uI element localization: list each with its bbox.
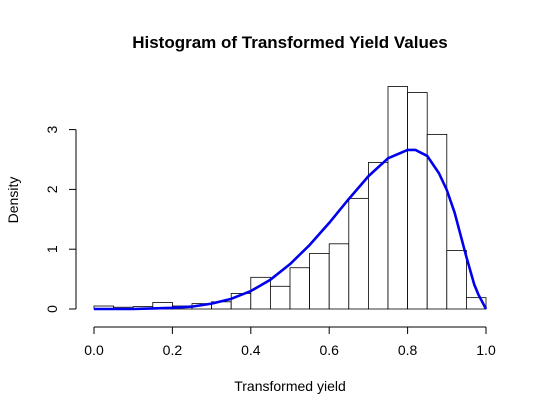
y-axis: 0 1 2 3: [44, 125, 77, 313]
y-tick-label-3: 3: [44, 125, 60, 133]
y-tick-label-2: 2: [44, 185, 60, 193]
histogram-bar-15: [387, 86, 409, 310]
y-tick-label-0: 0: [44, 305, 60, 313]
x-tick-label-5: 1.0: [476, 342, 496, 358]
histogram-bars: [93, 86, 487, 310]
histogram-bar-14: [367, 162, 389, 310]
histogram-bar-13: [348, 197, 369, 310]
x-axis: 0.0 0.2 0.4 0.6 0.8 1.0: [84, 326, 496, 358]
histogram-bar-12: [328, 243, 350, 310]
y-axis-label: Density: [5, 177, 21, 224]
x-axis-label: Transformed yield: [234, 378, 346, 394]
histogram-bar-9: [269, 285, 291, 310]
histogram-bar-10: [289, 267, 311, 310]
x-tick-label-0: 0.0: [84, 342, 104, 358]
histogram-bar-18: [446, 249, 467, 310]
x-tick-label-2: 0.4: [241, 342, 261, 358]
x-tick-label-3: 0.6: [319, 342, 339, 358]
y-tick-label-1: 1: [44, 245, 60, 253]
density-curve: [94, 148, 488, 311]
x-tick-label-4: 0.8: [398, 342, 418, 358]
x-tick-label-1: 0.2: [163, 342, 183, 358]
histogram-bar-11: [309, 252, 330, 310]
histogram-bar-16: [407, 92, 428, 310]
chart-title: Histogram of Transformed Yield Values: [132, 33, 448, 52]
histogram-bar-19: [465, 297, 487, 310]
